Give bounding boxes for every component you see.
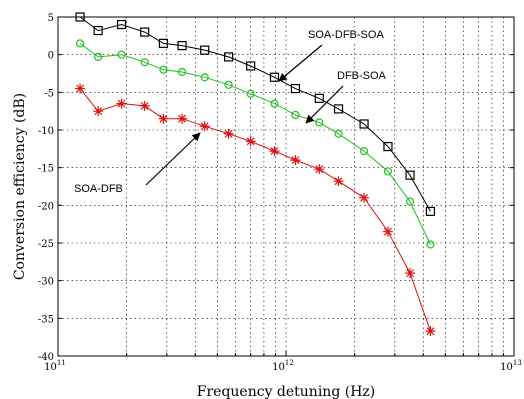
data-point xyxy=(224,80,233,89)
data-point xyxy=(223,52,234,62)
data-point xyxy=(94,52,103,62)
y-tick-label: -30 xyxy=(38,277,54,288)
data-point xyxy=(405,268,416,279)
data-point xyxy=(405,170,415,180)
data-point xyxy=(200,45,210,55)
annotation-bg xyxy=(72,181,127,195)
data-point xyxy=(290,83,301,94)
data-point xyxy=(315,118,324,127)
annotation-layer: SOA-DFB-SOA DFB-SOA SOA-DFB xyxy=(72,27,390,195)
data-point xyxy=(245,136,256,147)
series-0 xyxy=(75,12,436,216)
y-tick-label: 0 xyxy=(48,51,54,62)
x-tick-label: 1013 xyxy=(500,359,522,373)
data-point xyxy=(269,146,280,157)
data-point xyxy=(199,121,210,132)
data-point xyxy=(426,240,435,249)
data-point xyxy=(177,67,187,77)
annotation-arrow xyxy=(145,132,201,186)
annotation-label: DFB-SOA xyxy=(337,70,387,82)
data-point xyxy=(116,19,127,30)
data-point xyxy=(246,89,255,98)
data-point xyxy=(158,113,169,124)
y-tick-label: 5 xyxy=(48,13,54,24)
annotation-bg xyxy=(306,27,390,41)
annotation-label: SOA-DFB-SOA xyxy=(308,29,384,41)
y-tick-label: -5 xyxy=(44,88,54,99)
data-point xyxy=(270,99,279,108)
data-point xyxy=(117,50,126,59)
data-point xyxy=(116,98,127,109)
data-point xyxy=(314,93,324,103)
annotation-bg xyxy=(335,68,390,82)
data-point xyxy=(333,176,344,187)
data-point xyxy=(246,61,256,71)
data-point xyxy=(383,167,393,176)
y-tick-label: -25 xyxy=(38,239,54,250)
y-tick-label: -10 xyxy=(38,126,54,137)
data-point xyxy=(200,73,209,82)
y-tick-label: -35 xyxy=(38,314,54,325)
series-2 xyxy=(75,83,436,337)
data-point xyxy=(314,164,325,175)
series-layer xyxy=(75,12,436,337)
series-line xyxy=(79,88,431,332)
data-point xyxy=(223,128,234,139)
series-1 xyxy=(75,39,435,249)
data-point xyxy=(382,226,393,237)
data-point xyxy=(359,192,370,203)
x-axis-label: Frequency detuning (Hz) xyxy=(197,384,376,399)
data-point xyxy=(334,129,343,138)
annotation-label: SOA-DFB xyxy=(74,183,123,195)
data-point xyxy=(425,326,436,337)
data-point xyxy=(75,39,85,48)
data-point xyxy=(425,206,436,216)
data-point xyxy=(405,197,415,206)
data-point xyxy=(75,83,86,94)
y-axis-label: Conversion efficiency (dB) xyxy=(12,93,28,280)
data-point xyxy=(140,58,149,67)
x-tick-label: 1012 xyxy=(272,359,294,373)
y-tick-label: -40 xyxy=(38,352,54,363)
series-line xyxy=(79,43,431,245)
x-tick-label: 1011 xyxy=(44,359,66,373)
y-tick-label: -15 xyxy=(38,164,54,175)
data-point xyxy=(359,146,369,156)
data-point xyxy=(359,119,369,129)
data-point xyxy=(159,65,168,74)
y-tick-label: -20 xyxy=(38,201,54,212)
data-point xyxy=(177,41,187,51)
data-point xyxy=(139,100,150,111)
series-line xyxy=(79,16,431,212)
data-point xyxy=(177,113,188,124)
data-point xyxy=(158,38,169,48)
data-point xyxy=(140,27,150,37)
annotation-arrow xyxy=(278,44,323,82)
data-point xyxy=(291,110,300,120)
annotation-arrow xyxy=(305,85,344,124)
data-point xyxy=(93,106,104,117)
data-point xyxy=(93,25,103,36)
data-point xyxy=(290,155,301,166)
data-point xyxy=(383,141,393,152)
data-point xyxy=(333,104,344,114)
data-point xyxy=(75,12,85,22)
